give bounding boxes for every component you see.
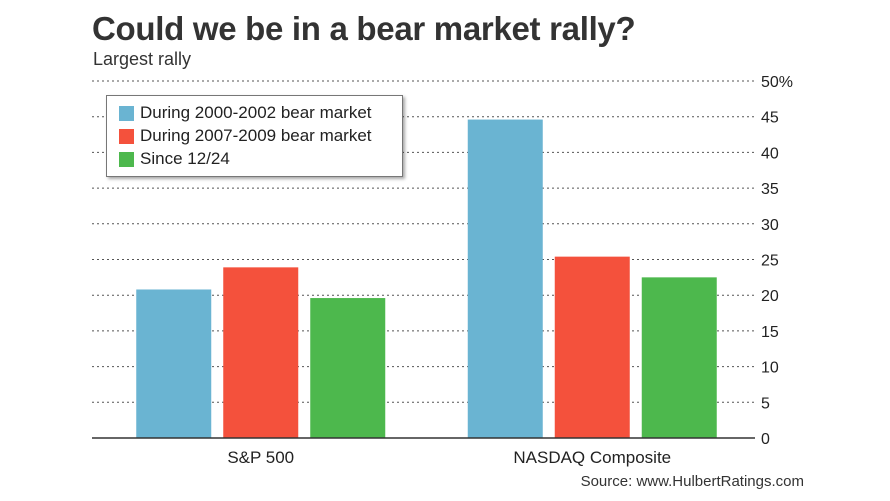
source-note: Source: www.HulbertRatings.com — [580, 473, 804, 490]
bar — [554, 256, 630, 438]
y-tick-label: 0 — [761, 431, 770, 448]
legend-item-2: During 2007-2009 bear market — [119, 126, 372, 146]
chart-title: Could we be in a bear market rally? — [92, 10, 636, 47]
chart-subtitle: Largest rally — [93, 49, 192, 69]
legend-item-3: Since 12/24 — [119, 149, 230, 169]
bar — [136, 289, 212, 438]
y-tick-label: 15 — [761, 324, 779, 341]
y-tick-label: 35 — [761, 181, 779, 198]
bar — [223, 267, 299, 438]
y-tick-label: 5 — [761, 395, 770, 412]
legend-label-2: During 2007-2009 bear market — [140, 126, 372, 145]
y-tick-label: 20 — [761, 288, 779, 305]
bars — [136, 119, 717, 438]
y-tick-label: 45 — [761, 110, 779, 127]
bar — [310, 298, 386, 438]
legend-swatch-3 — [119, 151, 134, 167]
y-tick-label: 50% — [761, 74, 793, 91]
legend-label-3: Since 12/24 — [140, 149, 230, 168]
legend-swatch-2 — [119, 128, 134, 144]
legend-item-1: During 2000-2002 bear market — [119, 103, 372, 123]
legend-label-1: During 2000-2002 bear market — [140, 103, 372, 122]
axes: 0 5 10 15 20 25 30 35 40 45 50% S&P 500 NASDAQ Compo… — [92, 74, 793, 467]
bar — [467, 119, 543, 438]
x-tick-label: NASDAQ Composite — [513, 448, 671, 467]
bar — [641, 277, 717, 438]
y-tick-label: 40 — [761, 145, 779, 162]
y-tick-label: 30 — [761, 217, 779, 234]
legend-swatch-1 — [119, 105, 134, 121]
y-tick-label: 10 — [761, 360, 779, 377]
legend: During 2000-2002 bear market During 2007… — [106, 95, 403, 177]
y-tick-label: 25 — [761, 253, 779, 270]
x-tick-label: S&P 500 — [227, 448, 294, 467]
